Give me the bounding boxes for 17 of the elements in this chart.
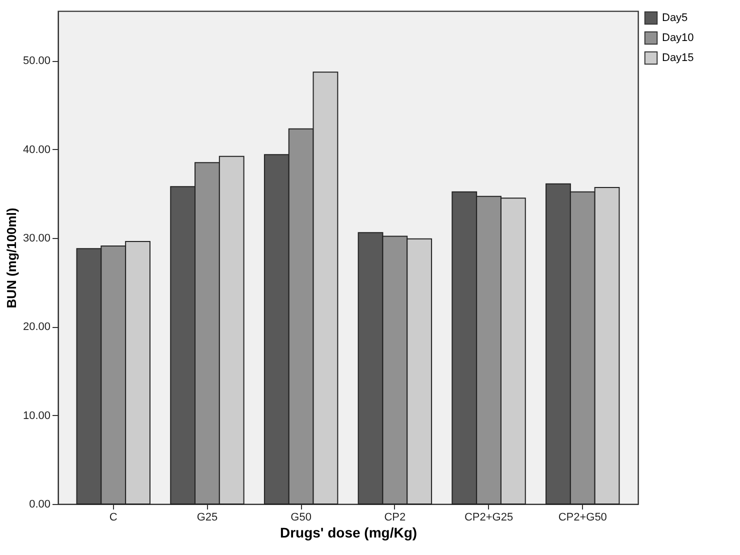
- y-tick-label: 0.00: [29, 498, 50, 510]
- y-tick-label: 30.00: [22, 232, 50, 244]
- x-tick-label: G50: [290, 512, 312, 524]
- x-tick-label: CP2: [384, 512, 406, 524]
- x-tick-label: C: [109, 512, 118, 524]
- y-axis-title: BUN (mg/100ml): [4, 208, 19, 308]
- y-tick-label: 20.00: [22, 321, 50, 334]
- x-tick-label: CP2+G50: [558, 512, 607, 524]
- y-tick-label: 10.00: [22, 410, 50, 422]
- y-tick-label: 40.00: [22, 144, 50, 156]
- legend-label: Day15: [662, 52, 694, 64]
- y-tick-label: 50.00: [22, 55, 50, 68]
- x-tick-label: G25: [196, 512, 218, 524]
- x-axis-title: Drugs' dose (mg/Kg): [280, 524, 418, 540]
- legend-label: Day5: [662, 12, 688, 24]
- x-tick-label: CP2+G25: [464, 512, 514, 524]
- legend-label: Day10: [662, 32, 694, 44]
